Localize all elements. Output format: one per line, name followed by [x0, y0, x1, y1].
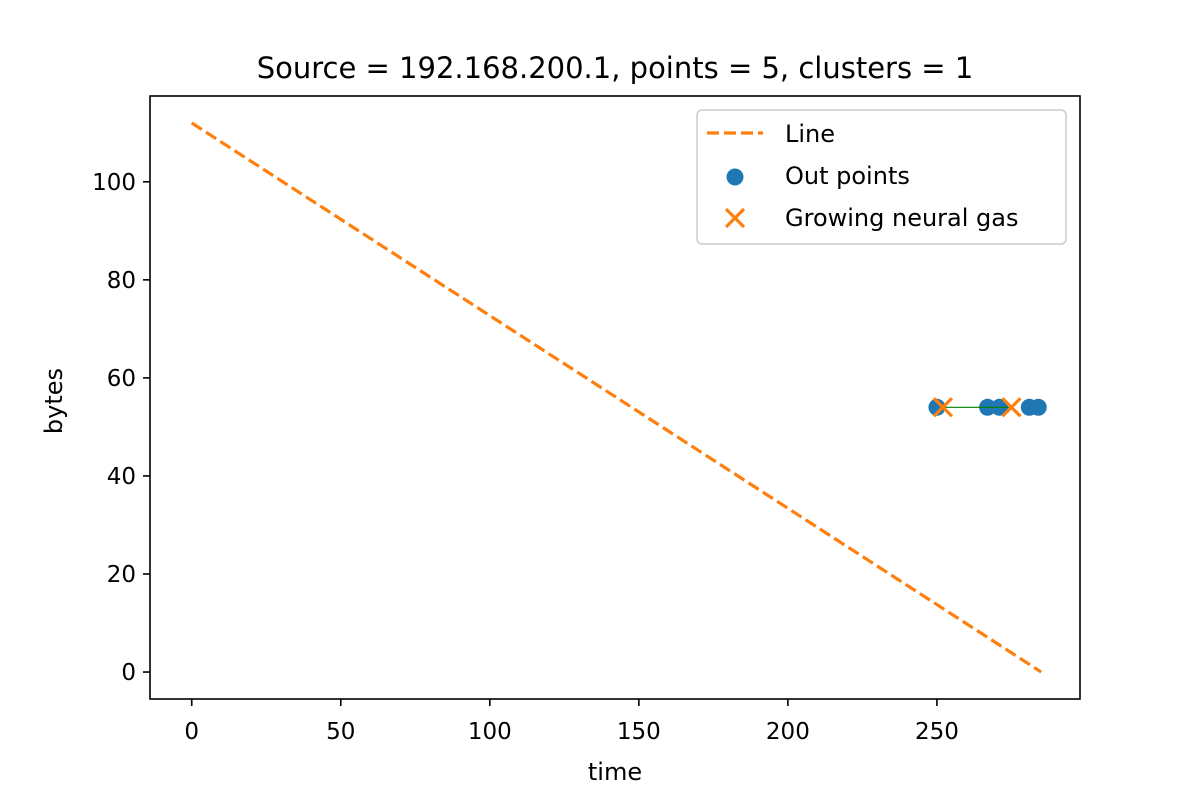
x-tick-label: 0 — [184, 719, 199, 745]
y-tick-label: 20 — [107, 562, 136, 588]
gas-node-marker — [1001, 397, 1022, 418]
legend-label: Line — [785, 120, 835, 148]
y-tick-label: 100 — [92, 170, 136, 196]
chart-title: Source = 192.168.200.1, points = 5, clus… — [257, 51, 974, 85]
legend-circle-handle — [726, 168, 744, 186]
x-tick-label: 200 — [766, 719, 810, 745]
legend-x-handle-stroke-b — [724, 207, 746, 229]
x-axis-label: time — [588, 758, 642, 786]
x-tick-label: 50 — [326, 719, 355, 745]
plot-area — [190, 121, 1047, 674]
legend-x-handle — [724, 207, 746, 229]
y-axis-label: bytes — [40, 368, 68, 434]
out-point — [1029, 398, 1047, 416]
out-point — [928, 398, 946, 416]
legend-label: Out points — [785, 162, 910, 190]
gas-node-marker-stroke-b — [932, 397, 954, 418]
y-tick-label: 80 — [107, 268, 136, 294]
axes-frame — [149, 95, 1081, 700]
x-tick-label: 250 — [915, 719, 959, 745]
y-tick-label: 60 — [107, 366, 136, 392]
axis-ticks: 0 50 100 150 200 250 0 20 40 60 80 100 — [92, 170, 959, 745]
legend: Line Out points Growing neural gas — [696, 109, 1067, 245]
gas-node-marker-stroke-b — [1001, 397, 1022, 418]
x-tick-label: 150 — [617, 719, 661, 745]
y-tick-label: 40 — [107, 464, 136, 490]
gas-node-marker — [932, 397, 954, 418]
y-tick-label: 0 — [121, 660, 136, 686]
x-tick-label: 100 — [468, 719, 512, 745]
legend-box — [696, 109, 1067, 245]
series-line — [190, 121, 1043, 674]
legend-label: Growing neural gas — [785, 204, 1019, 232]
